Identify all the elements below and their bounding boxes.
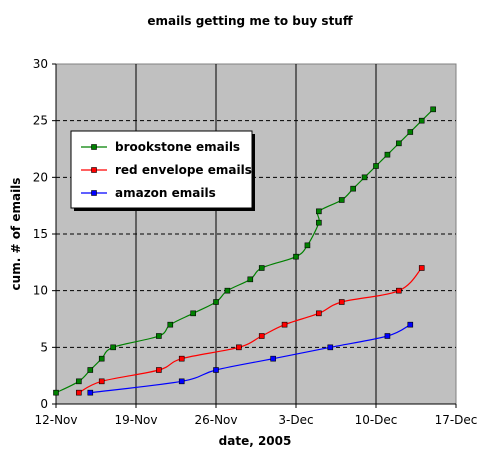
data-point — [316, 219, 322, 226]
series-1 — [53, 106, 436, 396]
x-tick-label: 3-Dec — [278, 413, 313, 427]
data-point — [156, 367, 162, 373]
data-point — [384, 151, 391, 158]
legend-item: red envelope emails — [81, 163, 252, 177]
data-point — [293, 253, 299, 260]
x-tick-label: 26-Nov — [194, 413, 237, 427]
data-point — [110, 344, 116, 351]
y-axis: 0 5 10 15 20 25 30 — [33, 57, 57, 411]
data-point — [338, 299, 345, 305]
data-point — [258, 333, 265, 339]
data-point — [258, 265, 265, 271]
x-tick-label: 10-Dec — [355, 413, 398, 427]
data-point — [87, 389, 94, 396]
data-point — [407, 129, 414, 135]
x-tick-label: 12-Nov — [34, 413, 77, 427]
x-tick-label: 17-Dec — [435, 413, 478, 427]
data-point — [178, 355, 185, 362]
data-point — [350, 185, 356, 192]
x-axis-title: date, 2005 — [219, 434, 292, 448]
x-axis: 12-Nov 19-Nov 26-Nov 3-Dec 10-Dec 17-Dec — [34, 403, 478, 427]
data-point — [76, 378, 82, 385]
data-point — [361, 174, 368, 181]
data-point — [247, 276, 254, 283]
legend-marker — [91, 190, 97, 196]
y-tick-label: 0 — [40, 397, 48, 411]
y-tick-label: 20 — [33, 170, 48, 184]
legend: brookstone emails red envelope emails amaz… — [70, 130, 255, 211]
data-point — [316, 310, 322, 317]
data-point — [396, 287, 402, 294]
data-point — [190, 310, 196, 317]
y-tick-label: 5 — [40, 340, 48, 354]
data-point — [224, 287, 231, 294]
data-point — [316, 208, 322, 215]
data-point — [270, 355, 276, 362]
data-point — [76, 389, 82, 396]
legend-marker — [91, 144, 97, 150]
y-axis-title: cum. # of emails — [9, 178, 23, 291]
legend-marker — [91, 167, 97, 173]
y-tick-label: 10 — [33, 284, 48, 298]
data-point — [178, 378, 185, 385]
data-point — [338, 197, 345, 203]
data-point — [407, 321, 414, 328]
data-point — [281, 321, 288, 328]
data-point — [167, 321, 174, 328]
y-tick-label: 15 — [33, 227, 48, 241]
data-point — [53, 389, 59, 396]
data-point — [418, 265, 425, 271]
legend-item: brookstone emails — [81, 140, 240, 154]
legend-label: amazon emails — [115, 186, 216, 200]
x-tick-label: 19-Nov — [114, 413, 157, 427]
data-point — [98, 355, 105, 362]
data-point — [327, 344, 334, 351]
data-point — [304, 242, 311, 249]
data-point — [213, 299, 219, 305]
data-point — [396, 140, 402, 147]
data-point — [384, 333, 391, 339]
data-point — [430, 106, 436, 113]
series-2 — [76, 265, 425, 396]
data-point — [373, 163, 379, 169]
data-point — [98, 378, 105, 385]
legend-item: amazon emails — [81, 186, 216, 200]
chart-title: emails getting me to buy stuff — [147, 14, 352, 28]
data-point — [87, 367, 94, 373]
data-point — [156, 333, 162, 339]
data-point — [213, 367, 219, 373]
series-3 — [87, 321, 414, 396]
legend-label: red envelope emails — [115, 163, 252, 177]
y-tick-label: 25 — [33, 114, 48, 128]
y-tick-label: 30 — [33, 57, 48, 71]
legend-label: brookstone emails — [115, 140, 240, 154]
series-layer — [53, 106, 436, 396]
data-point — [418, 117, 425, 124]
data-point — [236, 344, 242, 351]
